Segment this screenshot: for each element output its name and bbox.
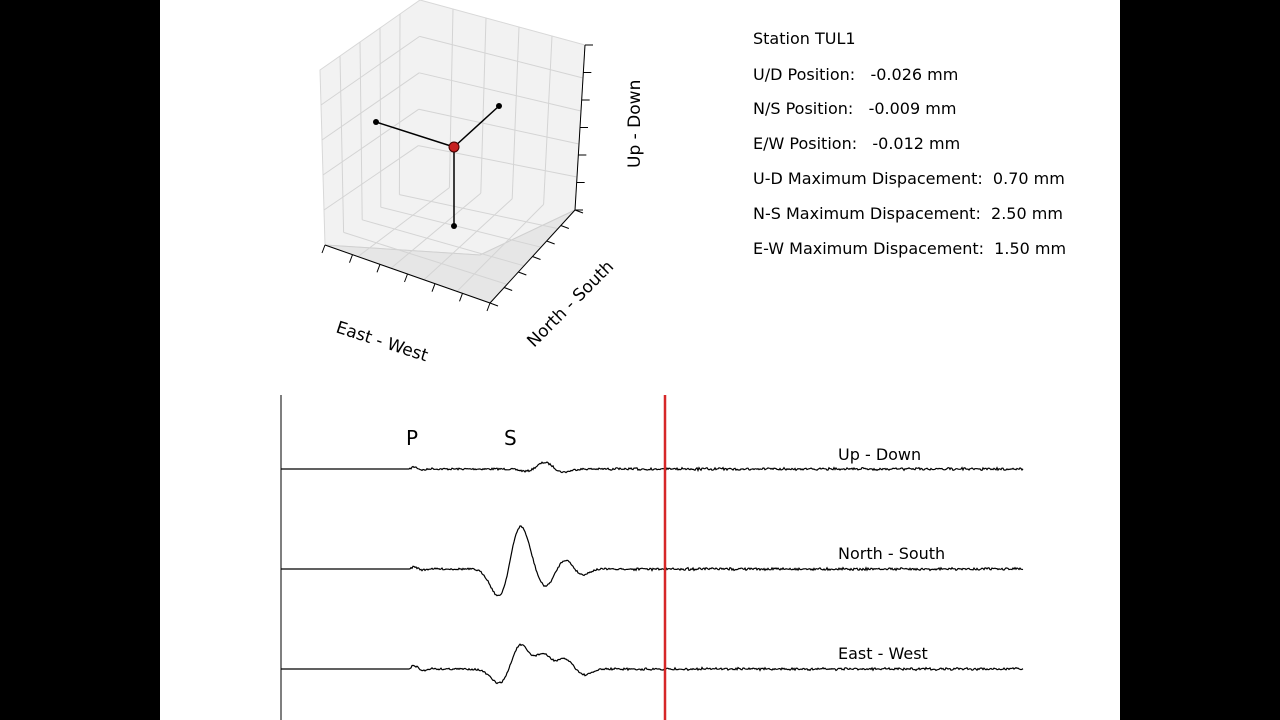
trace-label-north-south: North - South [838,544,945,563]
ud-position-label: U/D Position: [753,65,856,84]
x-axis-ticks [321,244,491,312]
ud-max-value: 0.70 mm [992,169,1065,188]
station-marker [448,141,460,153]
grid-line [357,187,450,257]
plot3d: East - West North - South Up - Down [319,0,645,367]
station-title: Station TUL1 [753,29,856,48]
trace-up-down [281,461,1024,474]
grid-line [379,27,382,208]
grid-line [322,108,420,176]
figure-canvas: East - West North - South Up - Down P S … [280,0,1024,720]
grid-line [399,194,559,230]
vector-ew [375,121,455,148]
ew-position-label: E/W Position: [753,134,858,153]
trace-east-west [281,643,1024,685]
s-wave-marker: S [504,426,517,450]
ns-max-row: N-S Maximum Dispacement: 2.50 mm [753,204,1063,223]
grid-line [543,35,553,205]
x-axis-tick [404,273,408,283]
ew-max-value: 1.50 mm [994,239,1067,258]
y-axis-tick [532,256,541,260]
z-axis-ticks [574,44,593,211]
grid-line [419,35,584,79]
grid-line [418,145,578,178]
x-axis-tick [459,293,463,302]
grid-line [339,55,345,233]
vector-ew-end [373,119,379,125]
z-axis-label: Up - Down [625,80,645,168]
x-axis-tick [376,264,381,273]
grid-lines [320,8,584,292]
x-axis-tick [486,302,491,312]
y-axis-tick [546,240,555,245]
ew-position-value: -0.012 mm [872,134,961,153]
y-axis-tick [503,287,513,291]
y-axis-label: North - South [523,257,618,352]
ns-max-label: N-S Maximum Dispacement: [753,204,981,223]
grid-line [480,17,487,194]
ud-max-row: U-D Maximum Dispacement: 0.70 mm [753,169,1065,188]
ew-position-row: E/W Position: -0.012 mm [753,134,960,153]
x-axis-label: East - West [333,318,430,367]
grid-line [418,108,580,145]
grid-line [362,219,525,267]
grid-line [398,13,401,195]
grid-line [359,41,363,220]
ns-position-value: -0.009 mm [868,99,957,118]
grid-line [343,231,508,285]
seismogram: P S Up - Down North - South East - West [280,395,1024,720]
ud-position-row: U/D Position: -0.026 mm [753,65,958,84]
grid-line [448,8,454,188]
y-axis-tick [574,209,584,214]
ew-max-row: E-W Maximum Dispacement: 1.50 mm [753,239,1066,258]
figure-frame: East - West North - South Up - Down P S … [160,0,1120,720]
y-axis-ticks [489,209,584,307]
ns-max-value: 2.50 mm [991,204,1063,223]
trace-label-east-west: East - West [838,644,928,663]
grid-line [321,72,420,141]
ud-position-value: -0.026 mm [870,65,959,84]
vector-ns [453,105,500,148]
grid-line [511,26,520,199]
y-axis-tick [518,271,527,276]
grid-line [380,206,542,248]
x-axis-tick [349,254,353,263]
x-axis-tick [431,283,436,292]
trace-north-south [281,525,1024,597]
grid-line [419,72,582,112]
ns-position-label: N/S Position: [753,99,854,118]
ns-position-row: N/S Position: -0.009 mm [753,99,956,118]
grid-line [423,198,513,281]
grid-line [456,204,544,292]
ew-max-label: E-W Maximum Dispacement: [753,239,984,258]
vector-ns-end [496,103,502,109]
trace-label-up-down: Up - Down [838,445,921,464]
ud-max-label: U-D Maximum Dispacement: [753,169,983,188]
y-axis-tick [489,302,499,307]
vector-ud-end [451,223,457,229]
grid-line [320,35,420,106]
x-axis-tick [321,244,326,254]
p-wave-marker: P [406,426,418,450]
y-axis-tick [560,225,570,229]
grid-line [390,192,482,269]
grid-line [323,145,419,211]
